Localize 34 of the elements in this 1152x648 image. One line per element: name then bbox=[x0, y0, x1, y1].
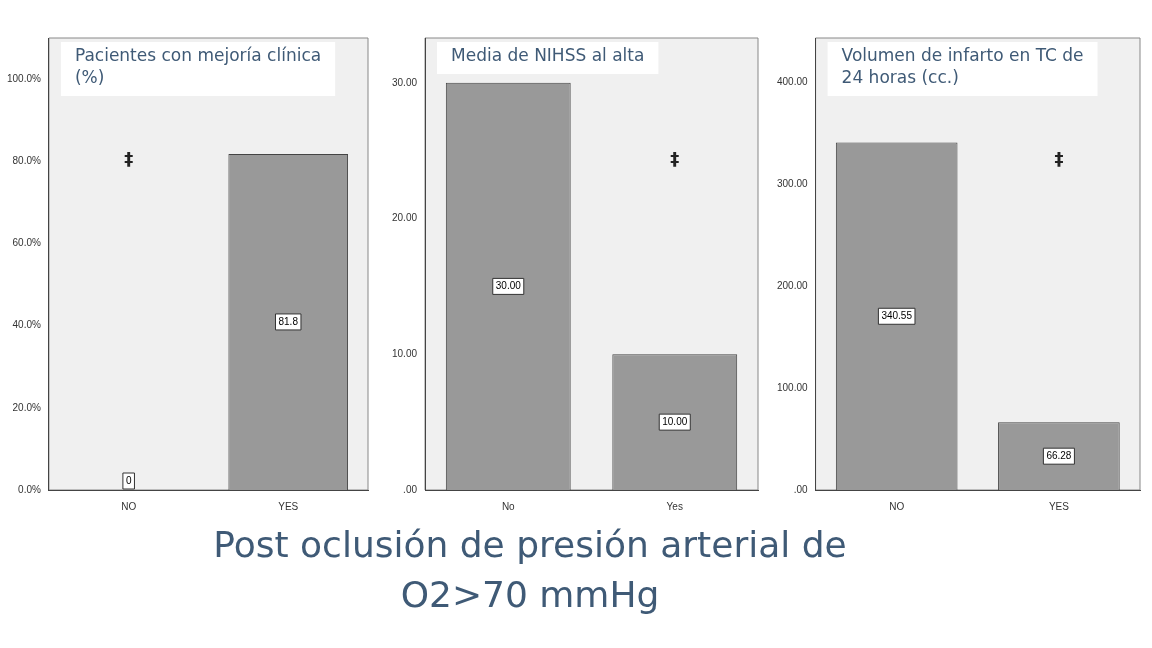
y-tick-label: 10.00 bbox=[391, 348, 418, 360]
x-tick-label: Yes bbox=[666, 500, 683, 512]
y-tick-label: 300.00 bbox=[776, 177, 809, 189]
data-label: 340.55 bbox=[881, 310, 913, 322]
x-tick-label: No bbox=[501, 500, 516, 512]
x-tick-label: NO bbox=[889, 500, 905, 512]
y-tick-label: 60.0% bbox=[12, 237, 42, 249]
text: Volumen de infarto en TC de 24 horas (cc.) bbox=[841, 44, 1084, 87]
data-label: 81.8 bbox=[278, 315, 299, 327]
data-label: 30.00 bbox=[495, 280, 522, 292]
y-tick-label: 100.00 bbox=[776, 381, 809, 393]
x-tick-label: YES bbox=[1048, 500, 1070, 512]
y-tick-label: 40.0% bbox=[12, 319, 42, 331]
y-tick-label: 100.0% bbox=[6, 72, 42, 84]
y-tick-label: 0.0% bbox=[18, 483, 42, 495]
data-label: 66.28 bbox=[1046, 449, 1072, 461]
y-tick-label: .00 bbox=[403, 483, 418, 495]
data-label: 0 bbox=[125, 474, 132, 486]
y-tick-label: 80.0% bbox=[12, 155, 42, 167]
y-tick-label: .00 bbox=[793, 483, 809, 495]
text: Pacientes con mejoría clínica (%) bbox=[74, 44, 322, 87]
y-tick-label: 20.00 bbox=[391, 212, 418, 224]
annotation: ‡ bbox=[670, 147, 680, 169]
y-tick-label: 400.00 bbox=[776, 75, 809, 87]
x-axis-title: Post oclusión de presión arterial de O2>70 mmHg bbox=[212, 523, 848, 617]
y-tick-label: 200.00 bbox=[776, 279, 809, 291]
x-tick-label: YES bbox=[278, 500, 299, 512]
y-tick-label: 30.00 bbox=[391, 76, 418, 88]
y-tick-label: 20.0% bbox=[12, 401, 42, 413]
x-tick-label: NO bbox=[121, 500, 137, 512]
data-label: 10.00 bbox=[662, 415, 688, 427]
chart-title: Media de NIHSS al alta bbox=[451, 44, 645, 65]
annotation: ‡ bbox=[124, 147, 134, 169]
annotation: ‡ bbox=[1054, 147, 1064, 169]
